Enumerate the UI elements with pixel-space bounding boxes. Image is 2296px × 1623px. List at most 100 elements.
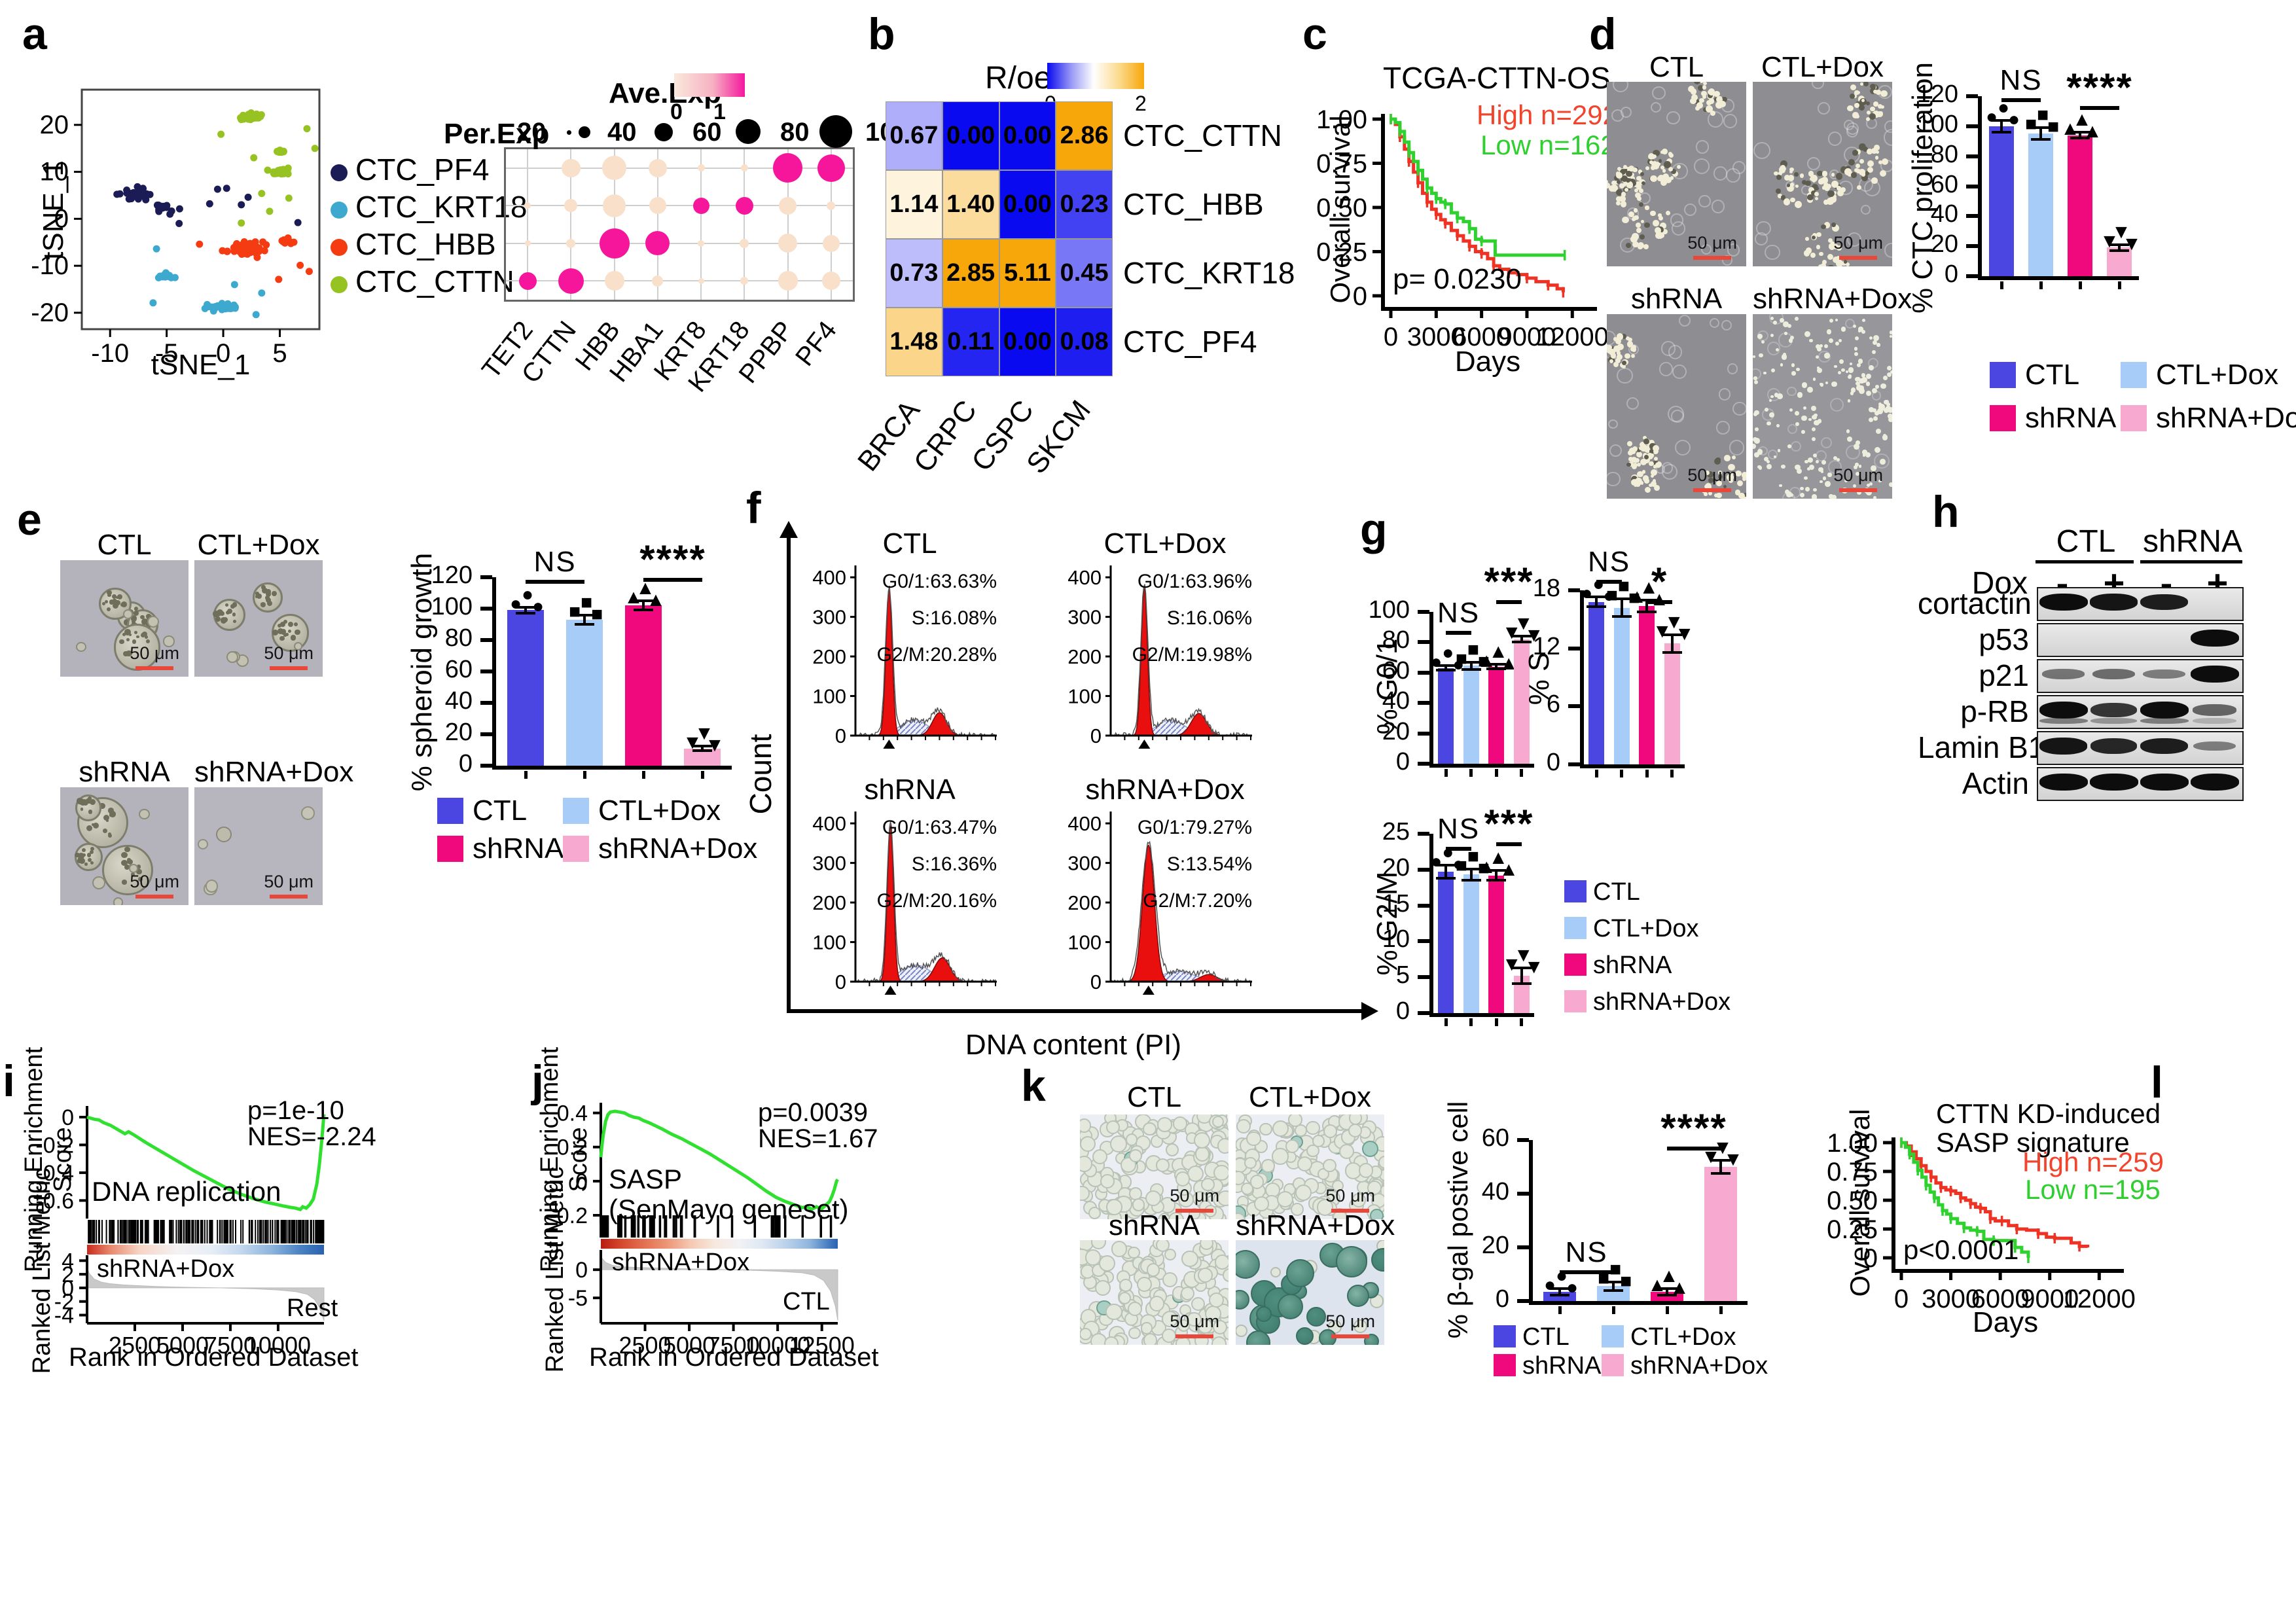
error-bar — [1469, 662, 1473, 670]
svg-text:S:13.54%: S:13.54% — [1167, 853, 1252, 875]
f-count-arrow — [780, 521, 798, 538]
cell — [1753, 355, 1755, 359]
km-sasp-title-1: CTTN KD-induced — [1936, 1098, 2161, 1129]
cell — [86, 825, 93, 832]
g01-chart: 0 20 40 60 80 100 ● ● ● ■ ■ ■ ▲ ▲ ▲ ▼ ▼ ▼ NS *** — [1369, 560, 1544, 777]
e-legend-label: shRNA — [473, 832, 564, 865]
d-img-title-shrna: shRNA — [1630, 283, 1723, 315]
expression-dot — [773, 153, 803, 183]
cell — [1653, 457, 1659, 461]
g-swatch-ctl — [1564, 880, 1587, 902]
cell — [1631, 347, 1637, 352]
grid-line — [506, 242, 853, 244]
cell — [107, 590, 112, 596]
cell — [107, 607, 111, 611]
expression-dot — [524, 202, 531, 209]
cell — [1635, 192, 1641, 199]
cell — [1723, 114, 1738, 129]
cell — [1810, 252, 1816, 258]
x-tick — [1494, 769, 1498, 777]
h-row-laminb1: Lamin B1 — [1918, 730, 2045, 764]
cell — [1845, 370, 1849, 374]
cell — [1670, 213, 1684, 227]
gsea-sasp-rank-gradient — [601, 1239, 838, 1249]
cell — [1861, 377, 1868, 383]
cell — [1626, 462, 1631, 467]
data-point: ● — [1430, 851, 1443, 873]
cell — [1643, 244, 1649, 250]
heatmap-cell: 5.11 — [999, 239, 1056, 308]
sig-line — [1647, 599, 1672, 604]
k-micrograph-shrnadox: 50 μm — [1236, 1240, 1384, 1345]
cell — [1644, 222, 1650, 228]
cell — [1780, 363, 1783, 366]
cell — [1695, 106, 1700, 111]
data-point: ▲ — [2083, 120, 2102, 142]
cell — [1873, 89, 1878, 94]
svg-text:0: 0 — [1090, 724, 1102, 747]
cell — [1812, 82, 1825, 90]
svg-text:S:16.08%: S:16.08% — [912, 607, 997, 629]
k-legend-label: shRNA+Dox — [1630, 1352, 1768, 1380]
y-tick-label: 100 — [1368, 596, 1410, 624]
cell — [278, 628, 284, 634]
cell — [1105, 1120, 1121, 1134]
cell — [1653, 220, 1659, 226]
cell — [1209, 1293, 1225, 1308]
cell — [1607, 349, 1611, 353]
data-point: ■ — [1467, 638, 1479, 660]
cell — [1810, 175, 1818, 183]
gsea-dna-pos-label: shRNA+Dox — [97, 1255, 235, 1283]
y-tick-label: 0 — [1944, 260, 1958, 288]
cell — [1655, 226, 1662, 234]
cell — [1883, 129, 1892, 146]
cell — [1778, 171, 1782, 175]
cell — [1181, 1250, 1198, 1268]
cell — [1649, 461, 1655, 467]
blot-band-2 — [2090, 718, 2137, 724]
ctc-proliferation-ylabel: % CTC proliferation — [1907, 62, 1939, 313]
cell — [1732, 401, 1746, 416]
cell — [1873, 101, 1878, 107]
cell — [1837, 186, 1841, 190]
cell — [278, 624, 282, 628]
cell — [88, 858, 92, 863]
blot-strip — [2037, 623, 2244, 657]
cell — [1855, 463, 1859, 467]
cell — [1090, 1240, 1106, 1249]
error-bar — [1444, 666, 1448, 671]
error-cap — [1604, 1280, 1623, 1283]
flow-hist-ctl: 0 100 200 300 400 G0/1:63.63% S:16.08% G2/M:20.… — [812, 562, 998, 753]
cell — [1858, 465, 1862, 468]
y-tick-label: 25 — [1382, 818, 1410, 846]
y-tick — [1418, 939, 1429, 944]
panel-label-k: k — [1021, 1061, 1046, 1111]
expression-dot — [697, 164, 705, 172]
cell — [1662, 149, 1668, 155]
blot-band — [2089, 594, 2138, 611]
cell — [1708, 88, 1715, 96]
blot-strip — [2037, 695, 2244, 729]
expression-dot — [692, 197, 709, 214]
cell — [1882, 434, 1888, 440]
scale-bar-text: 50 μm — [1170, 1311, 1219, 1332]
svg-text:G2/M:20.16%: G2/M:20.16% — [877, 890, 997, 912]
error-cap — [1711, 1158, 1731, 1162]
km-tcga-plot: 1.00 0.75 0.50 0.25 0 0 3000 6000 9000 12000 — [1316, 105, 1609, 351]
y-tick — [1966, 124, 1978, 128]
cell — [255, 591, 259, 596]
cell — [1727, 363, 1738, 374]
e-legend-label: shRNA+Dox — [598, 832, 758, 865]
svg-text:100: 100 — [1067, 931, 1102, 954]
scale-bar-text: 50 μm — [1833, 233, 1883, 253]
cell — [1660, 165, 1665, 169]
cell — [78, 853, 85, 859]
sig-line — [1496, 842, 1522, 846]
sig-label: NS — [1565, 1236, 1608, 1268]
scale-bar-line — [1839, 256, 1878, 260]
h-col-ctl: CTL — [2056, 524, 2116, 559]
cell — [1710, 110, 1715, 116]
d-micrograph-shrna: 50 μm — [1607, 314, 1746, 499]
error-cap — [1486, 663, 1507, 666]
cell — [1795, 422, 1800, 426]
